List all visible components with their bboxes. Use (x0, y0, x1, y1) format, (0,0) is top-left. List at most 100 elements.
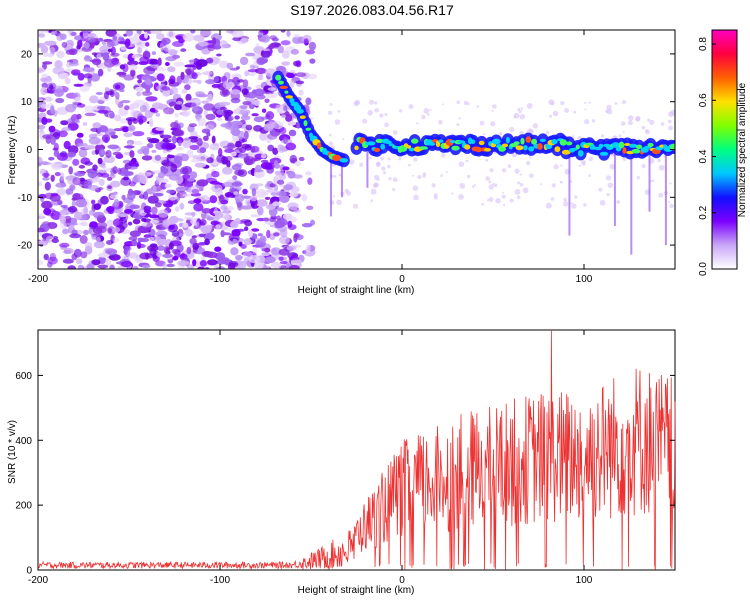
noise-cell (40, 76, 53, 83)
faint-cell (559, 180, 563, 184)
noise-cell (279, 127, 287, 135)
noise-cell (296, 121, 301, 129)
noise-cell (298, 89, 304, 96)
faint-cell (545, 130, 550, 135)
noise-cell (211, 184, 223, 193)
noise-cell (52, 66, 65, 75)
noise-cell (122, 63, 129, 73)
faint-cell (342, 138, 345, 141)
noise-cell (82, 67, 95, 73)
noise-cell (109, 112, 115, 119)
ridge-cell (520, 137, 525, 145)
ridge-cell (289, 97, 295, 104)
ridge-cell (561, 149, 571, 155)
noise-cell (282, 166, 290, 171)
noise-cell (279, 261, 288, 265)
ridge-cell (470, 139, 476, 144)
noise-cell (48, 125, 56, 133)
noise-cell (121, 126, 129, 133)
faint-cell (328, 141, 334, 146)
noise-cell (192, 259, 197, 267)
faint-cell (516, 195, 521, 200)
noise-cell (237, 260, 247, 269)
faint-cell (560, 101, 565, 106)
noise-cell (295, 72, 307, 78)
noise-cell (184, 84, 191, 91)
noise-cell (308, 41, 316, 51)
faint-cell (413, 194, 419, 201)
noise-cell (298, 156, 305, 162)
faint-cell (328, 133, 332, 137)
noise-cell (62, 228, 69, 235)
noise-cell (205, 57, 214, 64)
noise-cell (58, 130, 68, 138)
noise-cell (104, 128, 116, 137)
noise-cell (45, 53, 55, 58)
noise-cell (228, 115, 234, 121)
noise-cell (233, 191, 239, 196)
noise-cell (174, 113, 179, 118)
faint-cell (607, 182, 613, 188)
x-tick-label: 0 (399, 274, 405, 285)
snr-panel: -200 -100 0 100 0 200 400 600 Height of straig… (7, 329, 676, 596)
noise-cell (150, 30, 162, 35)
faint-cell (431, 183, 436, 188)
noise-cell (301, 194, 308, 202)
noise-cell (136, 241, 142, 249)
ridge-cell (419, 146, 428, 150)
noise-cell (144, 31, 148, 39)
ridge-cell (449, 139, 456, 144)
colorbar-label: Normalized spectral amplitude (737, 82, 748, 217)
noise-cell (174, 104, 182, 111)
noise-cell (168, 193, 178, 201)
faint-cell (509, 198, 514, 203)
faint-cell (514, 168, 520, 174)
noise-cell (189, 171, 198, 179)
noise-cell (72, 177, 82, 186)
faint-cell (502, 191, 505, 194)
faint-cell (387, 164, 391, 169)
spectrogram-x-ticks: -200 -100 0 100 (28, 30, 593, 285)
noise-cell (167, 66, 176, 73)
noise-cell (221, 166, 233, 175)
noise-cell (175, 147, 184, 151)
noise-cell (56, 152, 68, 161)
noise-cell (242, 79, 249, 88)
noise-cell (283, 184, 294, 191)
noise-cell (175, 206, 180, 212)
noise-cell (222, 145, 235, 149)
noise-cell (96, 105, 106, 110)
noise-cell (253, 169, 264, 173)
figure-title: S197.2026.083.04.56.R17 (290, 2, 454, 18)
noise-cell (145, 78, 152, 86)
noise-cell (276, 215, 281, 222)
noise-cell (308, 73, 318, 80)
noise-cell (269, 217, 277, 222)
noise-cell (62, 258, 74, 264)
noise-cell (136, 115, 147, 123)
noise-cell (127, 221, 133, 226)
ridge-cell (484, 148, 491, 152)
faint-cell (502, 203, 506, 207)
ridge-cell (515, 145, 524, 151)
noise-cell (206, 259, 218, 266)
noise-cell (286, 216, 298, 223)
noise-cell (266, 121, 276, 129)
noise-cell (108, 254, 121, 261)
ridge-cell (366, 141, 376, 146)
y-tick-label: 20 (21, 49, 33, 60)
noise-cell (250, 228, 260, 232)
faint-cell (488, 180, 492, 184)
faint-cell (571, 203, 577, 209)
noise-cell (139, 56, 150, 63)
noise-cell (38, 240, 48, 246)
faint-cell (621, 100, 627, 105)
noise-cell (257, 233, 263, 237)
noise-cell (54, 172, 61, 177)
noise-cell (161, 37, 171, 45)
spectrogram-y-label: Frequency (Hz) (7, 116, 18, 185)
noise-cell (278, 256, 284, 262)
noise-cell (41, 200, 53, 209)
noise-cell (277, 145, 286, 153)
noise-cell (112, 227, 121, 233)
